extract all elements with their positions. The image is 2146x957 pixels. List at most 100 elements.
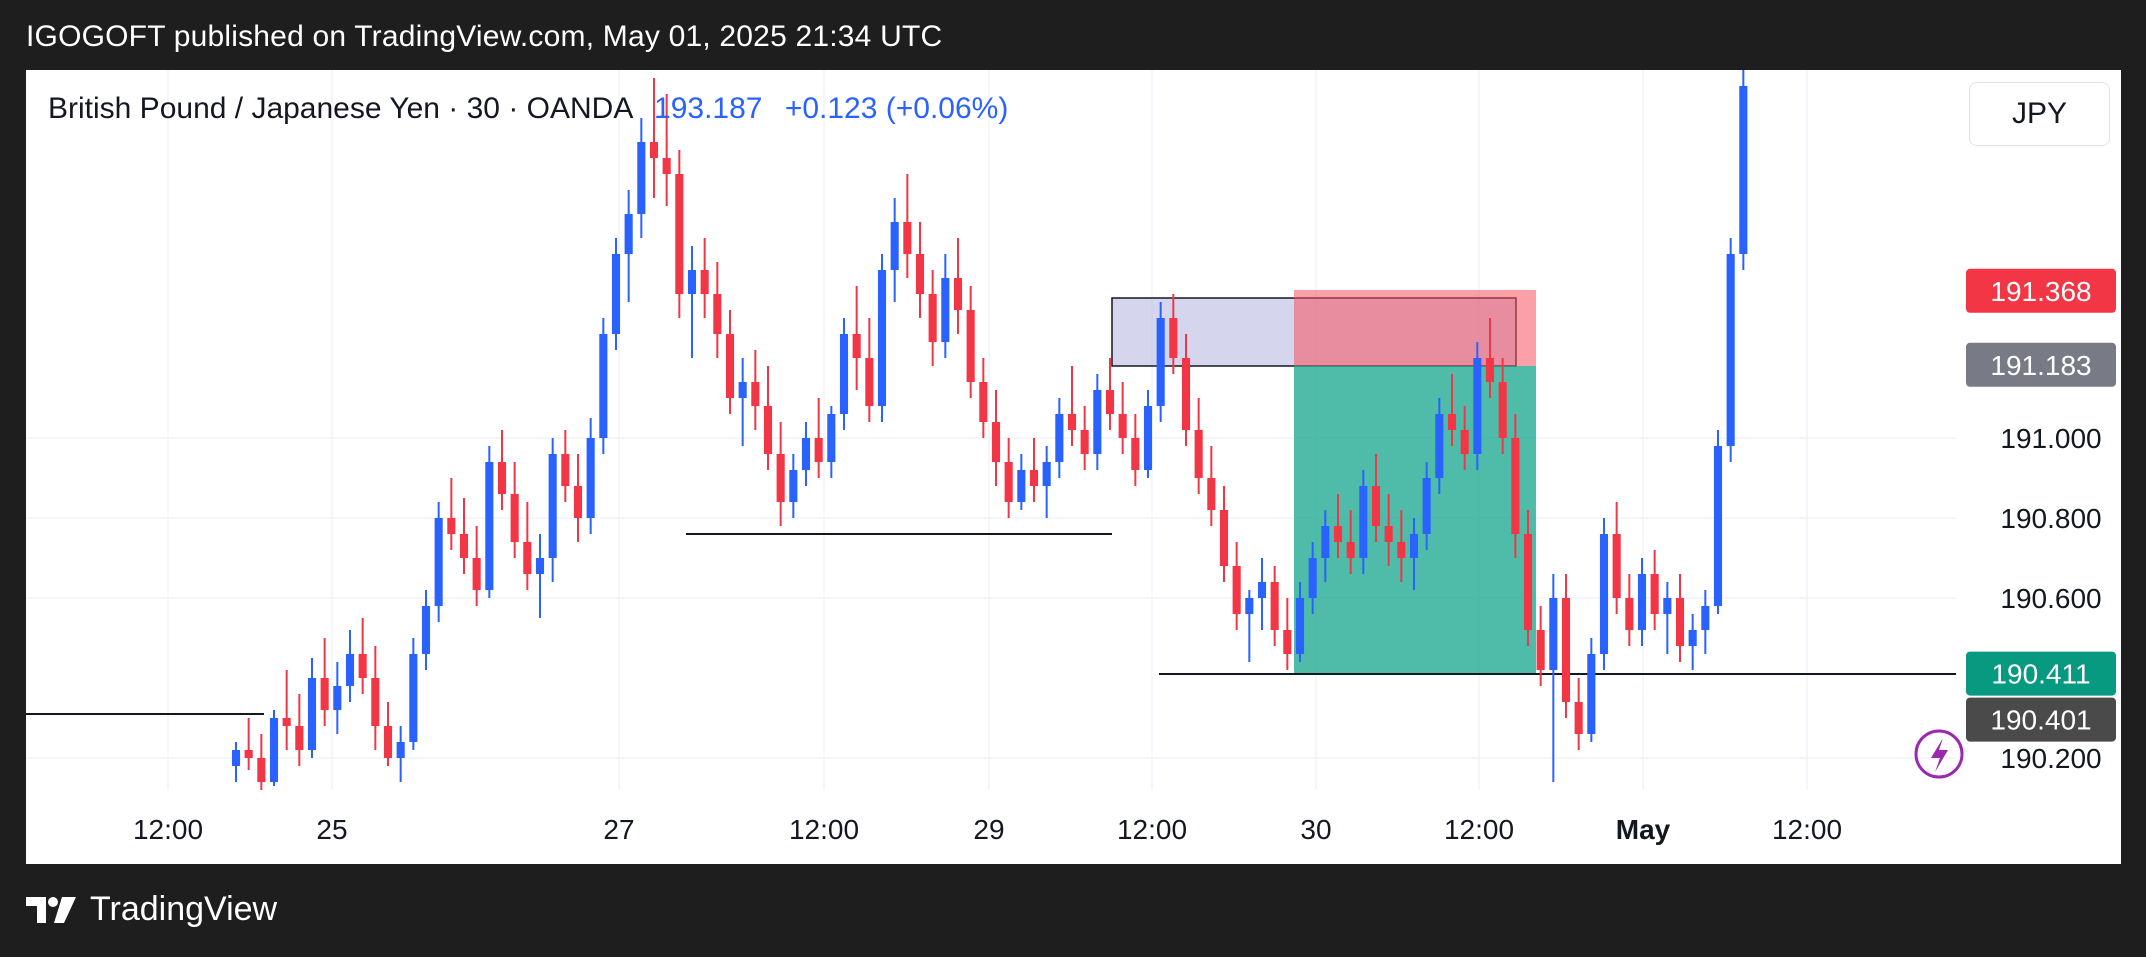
- symbol-name: British Pound / Japanese Yen · 30 · OAND…: [48, 92, 632, 125]
- candle-body: [1118, 414, 1127, 438]
- candle-body: [371, 678, 380, 726]
- candle-body: [1523, 534, 1533, 630]
- footer-brand[interactable]: TradingView: [26, 890, 277, 929]
- candle-body: [561, 454, 570, 486]
- x-axis-label: 12:00: [133, 814, 203, 845]
- candle-body: [1017, 470, 1026, 502]
- candle-body: [282, 718, 291, 726]
- candle-body: [1080, 430, 1089, 454]
- y-axis-label: 191.000: [2000, 423, 2101, 454]
- candle-body: [1612, 534, 1621, 598]
- candle-body: [941, 278, 950, 342]
- price-label-badge: [1966, 342, 2116, 387]
- symbol-legend: British Pound / Japanese Yen · 30 · OAND…: [48, 92, 1008, 126]
- candle-body: [700, 270, 709, 294]
- candle-body: [1549, 598, 1558, 670]
- candle-body: [1663, 598, 1672, 614]
- candle-body: [865, 358, 874, 406]
- candle-body: [320, 678, 329, 710]
- candle-body: [510, 494, 519, 542]
- candle-body: [738, 382, 747, 398]
- candle-body: [1257, 582, 1267, 598]
- candle-body: [548, 454, 557, 558]
- x-axis-label: 27: [603, 814, 634, 845]
- price-label-text: 190.401: [1990, 705, 2091, 736]
- candle-body: [1067, 414, 1077, 430]
- candle-body: [1688, 630, 1697, 646]
- price-label-badge: [1966, 697, 2116, 742]
- candle-body: [1625, 598, 1634, 630]
- candle-body: [1701, 606, 1710, 630]
- x-axis-label: 12:00: [1444, 814, 1514, 845]
- candle-body: [903, 222, 912, 254]
- candle-body: [1346, 542, 1355, 558]
- candle-body: [1447, 414, 1457, 430]
- candle-body: [637, 142, 646, 214]
- chart-area[interactable]: 12:00 25 27 12:00 29 12:00 30 12:00 May 12:00 191.…: [26, 70, 2121, 864]
- candle-body: [1422, 478, 1431, 534]
- candle-body: [776, 454, 785, 502]
- candle-body: [979, 382, 988, 422]
- x-axis-label: May: [1616, 814, 1671, 845]
- candle-body: [1308, 558, 1317, 598]
- tradingview-logo-icon: [26, 896, 76, 923]
- candle-body: [409, 654, 418, 742]
- candle-body: [599, 334, 608, 438]
- candle-body: [295, 726, 304, 750]
- candle-body: [1055, 414, 1064, 462]
- candle-body: [1029, 470, 1039, 486]
- candle-body: [1004, 462, 1013, 502]
- candle-body: [1232, 566, 1241, 614]
- x-axis-label: 29: [973, 814, 1004, 845]
- y-axis-label: 190.600: [2000, 583, 2101, 614]
- candle-body: [1333, 526, 1343, 542]
- candle-body: [447, 518, 456, 534]
- candle-body: [1143, 406, 1153, 470]
- candle-body: [1739, 86, 1748, 254]
- candle-body: [1384, 526, 1393, 542]
- price-label-text: 190.411: [1991, 659, 2090, 690]
- candle-body: [1675, 598, 1685, 646]
- candle-body: [725, 334, 735, 398]
- candle-body: [953, 278, 963, 310]
- candle-body: [915, 254, 925, 294]
- candle-body: [1498, 382, 1507, 438]
- candle-body: [1359, 486, 1368, 558]
- candle-body: [1156, 318, 1165, 406]
- stop-zone: [1294, 290, 1536, 366]
- candle-body: [333, 686, 342, 710]
- candle-body: [1194, 430, 1203, 478]
- candle-body: [713, 294, 722, 334]
- candle-body: [523, 542, 532, 574]
- brand-name: TradingView: [90, 890, 278, 928]
- candle-body: [244, 750, 253, 758]
- candle-body: [1473, 358, 1482, 454]
- candle-body: [472, 558, 481, 590]
- candle-body: [383, 726, 393, 758]
- candle-body: [1207, 478, 1216, 510]
- candle-body: [991, 422, 1001, 462]
- x-axis-label: 12:00: [1117, 814, 1187, 845]
- candle-body: [434, 518, 443, 606]
- candle-body: [1435, 414, 1444, 478]
- candle-body: [307, 678, 317, 750]
- candle-body: [789, 470, 798, 502]
- candle-body: [1245, 598, 1254, 614]
- candle-body: [877, 270, 887, 406]
- price-label-badge: [1966, 268, 2116, 313]
- candle-body: [1219, 510, 1229, 566]
- lightning-icon[interactable]: [1914, 729, 1964, 779]
- candle-body: [763, 406, 773, 454]
- x-axis-label: 12:00: [789, 814, 859, 845]
- candle-body: [928, 294, 937, 342]
- currency-button[interactable]: JPY: [1969, 82, 2110, 146]
- candle-body: [624, 214, 633, 254]
- candle-body: [1536, 630, 1545, 670]
- candle-body: [1397, 542, 1406, 558]
- candle-body: [1321, 526, 1330, 558]
- candle-body: [1574, 702, 1583, 734]
- candle-body: [1371, 486, 1381, 526]
- candle-body: [814, 438, 823, 462]
- candle-body: [675, 174, 684, 294]
- candlestick-chart[interactable]: 12:00 25 27 12:00 29 12:00 30 12:00 May 12:00 191.…: [26, 70, 2121, 864]
